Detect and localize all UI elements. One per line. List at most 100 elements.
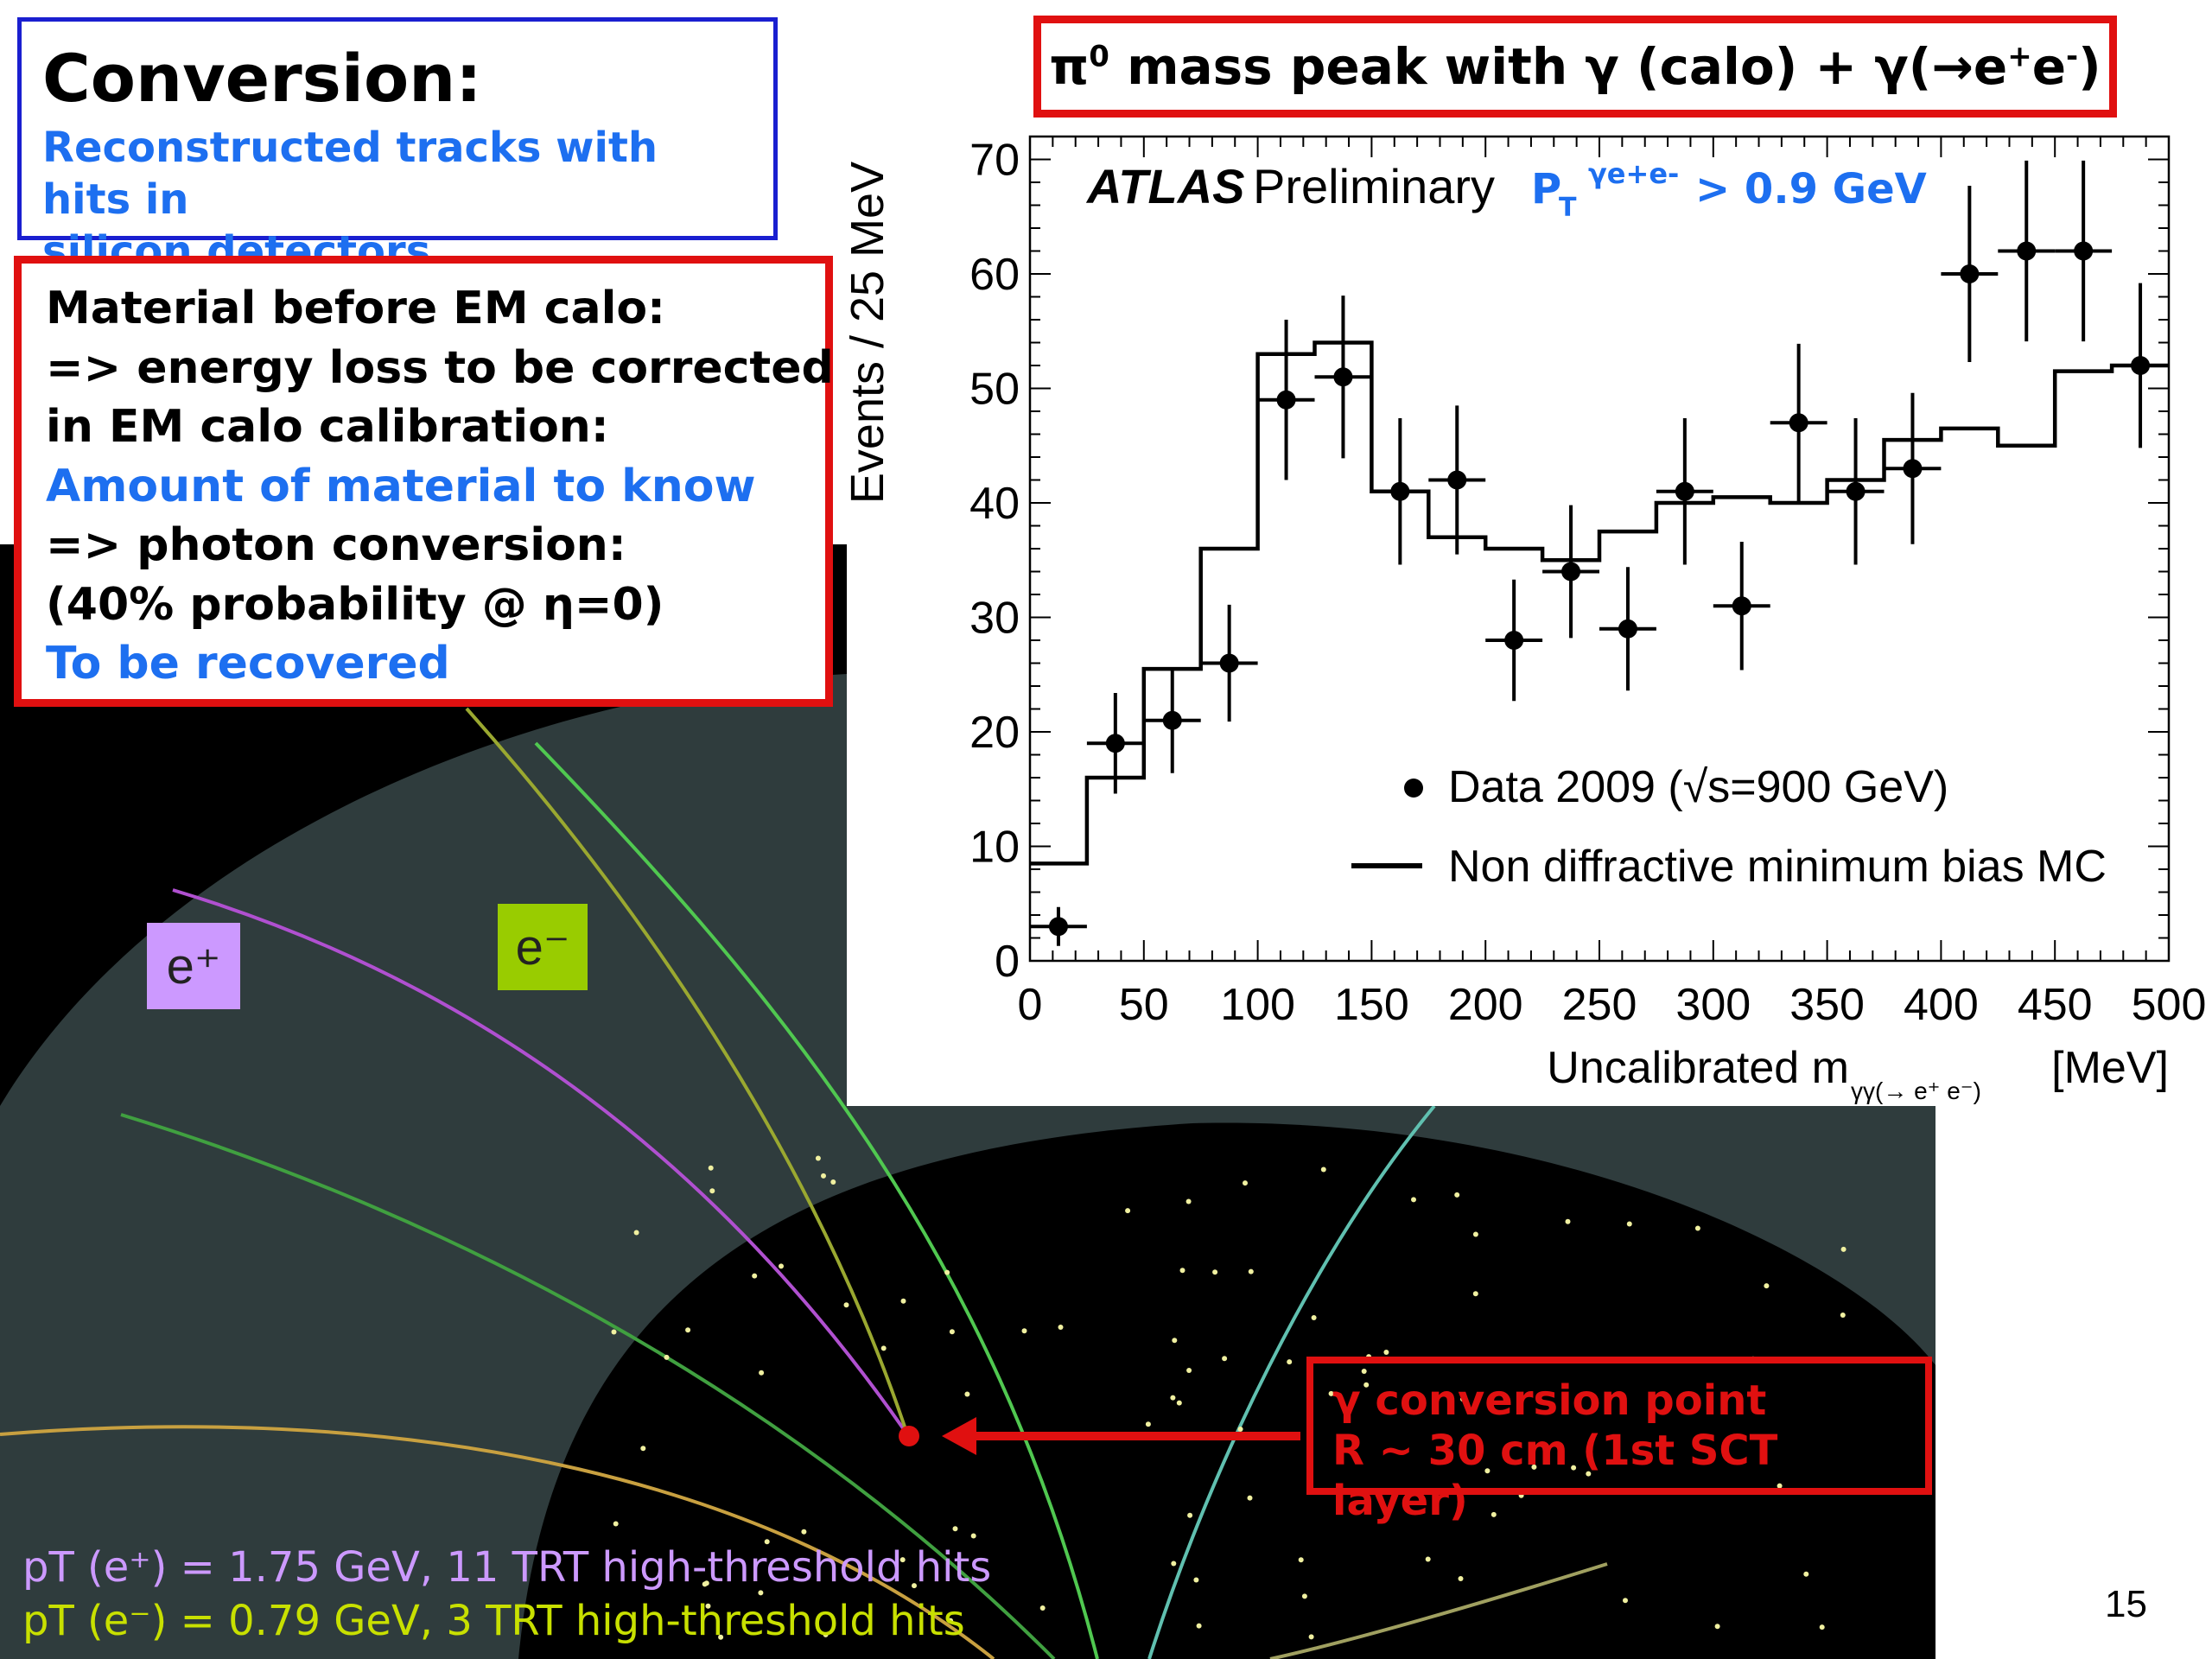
data-point — [1656, 417, 1713, 565]
legend-data-marker — [1404, 779, 1423, 798]
detector-hit — [664, 1354, 670, 1360]
data-point — [1428, 405, 1486, 555]
detector-hit — [970, 1533, 976, 1539]
data-point — [1770, 343, 1827, 502]
detector-hit — [1212, 1269, 1218, 1275]
legend-data-label: Data 2009 (√s=900 GeV) — [1448, 762, 1948, 812]
detector-hit — [1248, 1268, 1254, 1274]
x-axis-label: Uncalibrated m — [1547, 1043, 1849, 1093]
detector-hit — [1425, 1556, 1431, 1562]
detector-hit — [759, 1370, 765, 1376]
y-tick-label: 50 — [969, 365, 1020, 415]
particle-track — [1269, 1562, 1608, 1659]
x-tick-label: 200 — [1448, 980, 1523, 1030]
detector-hit — [1301, 1593, 1307, 1599]
detector-hit — [1472, 1231, 1478, 1237]
detector-hit — [752, 1273, 758, 1279]
data-point — [1941, 185, 1999, 363]
detector-hit — [1243, 1180, 1248, 1186]
detector-hit — [1222, 1356, 1228, 1362]
x-axis-unit: [MeV] — [2051, 1043, 2169, 1093]
detector-hit — [1193, 1577, 1199, 1583]
detector-hit — [1287, 1359, 1293, 1365]
y-tick-label: 30 — [969, 594, 1020, 644]
detector-hit — [1694, 1225, 1700, 1231]
data-marker — [1276, 390, 1296, 410]
detector-hit — [964, 1391, 970, 1397]
detector-hit — [1458, 1576, 1464, 1581]
detector-hit — [1491, 1511, 1497, 1517]
detector-hit — [1361, 1369, 1367, 1374]
cut-label-superscript: γe+e- — [1588, 157, 1679, 190]
chart-title-box: π0 mass peak with γ (calo) + γ(→e+e-) — [1033, 16, 2117, 118]
detector-hit — [952, 1526, 958, 1532]
detector-hit — [1320, 1166, 1326, 1173]
data-point — [2055, 160, 2113, 342]
detector-hit — [708, 1165, 714, 1171]
material-line: in EM calo calibration: — [46, 401, 609, 453]
cut-label: P — [1531, 165, 1561, 213]
page-number: 15 — [2105, 1583, 2147, 1625]
detector-hit — [1472, 1291, 1478, 1297]
pt-eminus-text: pT (e⁻) = 0.79 GeV, 3 TRT high-threshold… — [22, 1597, 965, 1645]
data-marker — [1960, 264, 1980, 283]
detector-hit — [900, 1298, 906, 1304]
detector-hit — [912, 1583, 917, 1589]
preliminary-label: Preliminary — [1253, 159, 1495, 213]
detector-hit — [1454, 1192, 1460, 1198]
detector-hit — [640, 1446, 646, 1452]
y-tick-label: 10 — [969, 823, 1020, 873]
data-point — [1086, 692, 1144, 794]
data-marker — [1105, 734, 1125, 753]
detector-hit — [1196, 1623, 1202, 1629]
particle-track — [1147, 1104, 1436, 1659]
detector-hit — [611, 1329, 617, 1335]
detector-hit — [1626, 1221, 1632, 1227]
detector-hit — [1311, 1315, 1317, 1320]
detector-hit — [1819, 1624, 1825, 1630]
data-marker — [1675, 481, 1694, 501]
detector-hit — [830, 1179, 836, 1185]
data-marker — [1561, 562, 1581, 582]
detector-hit — [1298, 1557, 1304, 1563]
data-point — [1485, 579, 1543, 702]
detector-hit — [944, 1269, 950, 1275]
detector-hit — [821, 1173, 826, 1179]
data-marker — [1789, 413, 1808, 433]
conversion-point-label: γ conversion point R ~ 30 cm (1st SCT la… — [1306, 1357, 1932, 1525]
data-point — [1599, 567, 1656, 691]
conversion-subtitle: Reconstructed tracks with hits in silico… — [42, 122, 753, 277]
detector-hit — [1840, 1313, 1846, 1318]
detector-hit — [685, 1327, 691, 1333]
cut-label-subscript: T — [1559, 193, 1577, 223]
detector-hit — [801, 1529, 807, 1535]
detector-hit — [1840, 1246, 1847, 1252]
data-point — [1143, 667, 1201, 773]
detector-hit — [1021, 1328, 1027, 1334]
conversion-title: Conversion: — [42, 40, 482, 117]
detector-hit — [1565, 1218, 1571, 1224]
particle-track — [534, 741, 1099, 1659]
detector-hit — [1803, 1571, 1809, 1577]
data-marker — [2131, 356, 2151, 375]
y-tick-label: 40 — [969, 479, 1020, 529]
detector-hit — [899, 1557, 906, 1563]
detector-hit — [705, 1603, 711, 1609]
detector-hit — [1460, 1396, 1465, 1402]
material-line: To be recovered — [46, 638, 450, 690]
atlas-label: ATLAS — [1085, 159, 1245, 213]
detector-hit — [1777, 1483, 1783, 1489]
data-point — [1030, 906, 1087, 946]
detector-hit — [613, 1521, 619, 1527]
data-point — [1371, 417, 1429, 565]
detector-hit — [1383, 1350, 1389, 1355]
y-tick-label: 0 — [995, 937, 1020, 987]
detector-hit — [823, 1631, 829, 1637]
data-marker — [1903, 459, 1923, 479]
detector-hit — [709, 1188, 715, 1194]
detector-hit — [1176, 1400, 1182, 1406]
x-tick-label: 400 — [1904, 980, 1979, 1030]
conversion-point-line: R ~ 30 cm (1st SCT layer) — [1332, 1427, 1778, 1525]
detector-hit — [843, 1302, 849, 1308]
detector-hit — [1586, 1471, 1592, 1477]
